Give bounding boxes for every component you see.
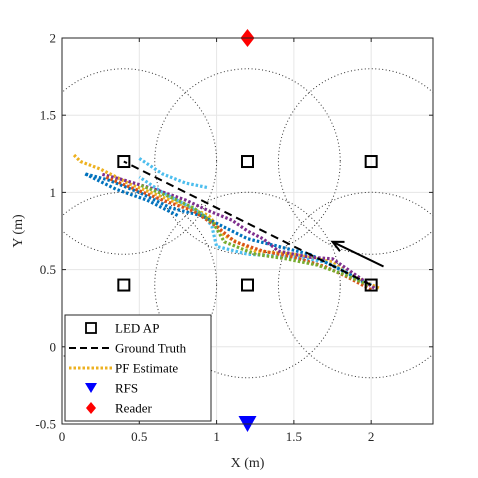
legend-item: Ground Truth — [69, 341, 187, 356]
led-ap-marker — [241, 278, 254, 292]
coverage-circle — [154, 191, 341, 379]
led-ap-marker — [241, 155, 254, 169]
led-ap-marker — [117, 278, 131, 292]
y-tick-label: -0.5 — [35, 417, 56, 432]
y-tick-label: 1.5 — [40, 108, 56, 123]
arrow-head — [330, 240, 345, 252]
pf-estimate-line — [84, 172, 365, 284]
legend-item: RFS — [85, 381, 138, 396]
legend-label: Ground Truth — [115, 341, 187, 356]
led-ap-marker — [117, 155, 131, 169]
coverage-circle — [62, 191, 218, 379]
legend-square-icon — [85, 322, 97, 334]
pf-estimate-line — [138, 183, 369, 287]
estimate-series — [71, 152, 380, 292]
legend: LED AP Ground Truth PF Estimate RFS Reader — [64, 314, 212, 422]
coverage-circle — [62, 68, 218, 255]
pf-estimate-line — [138, 175, 372, 287]
legend-item: Reader — [86, 401, 152, 416]
pf-estimate-line — [71, 152, 380, 290]
y-tick-label: 0 — [50, 339, 57, 354]
pf-estimate-line — [138, 157, 210, 190]
y-tick-label: 1 — [50, 185, 57, 200]
y-tick-label: 0.5 — [40, 262, 56, 277]
x-tick-label: 0.5 — [131, 429, 147, 444]
legend-triangle-icon — [85, 383, 97, 393]
y-tick-label: 2 — [50, 31, 57, 46]
ground-truth-series — [123, 160, 372, 286]
legend-diamond-icon — [86, 402, 96, 414]
x-tick-label: 0 — [59, 429, 66, 444]
coverage-circles — [62, 68, 433, 379]
direction-arrow — [330, 240, 384, 268]
axes: 0 0.5 1 1.5 2-0.500.511.52 — [35, 31, 434, 444]
led-ap-marker — [364, 155, 378, 169]
y-axis-label: Y (m) — [11, 214, 26, 248]
legend-label: LED AP — [115, 321, 159, 336]
pf-estimate-line — [84, 172, 179, 218]
coverage-circle — [277, 191, 433, 379]
pf-estimate-line — [104, 175, 372, 292]
ground-truth-line — [123, 160, 372, 286]
x-tick-label: 1 — [213, 429, 220, 444]
coverage-circle — [277, 68, 433, 255]
x-axis-label: X (m) — [231, 456, 265, 471]
coverage-circle — [154, 68, 341, 255]
led-ap-marker — [364, 278, 378, 292]
arrow-shaft — [332, 240, 384, 268]
legend-label: PF Estimate — [115, 361, 178, 376]
axes-box — [61, 37, 434, 425]
legend-label: RFS — [115, 381, 138, 396]
legend-item: LED AP — [85, 321, 159, 336]
x-tick-label: 1.5 — [286, 429, 302, 444]
legend-item: PF Estimate — [69, 361, 178, 376]
legend-label: Reader — [115, 401, 152, 416]
x-tick-label: 2 — [368, 429, 375, 444]
